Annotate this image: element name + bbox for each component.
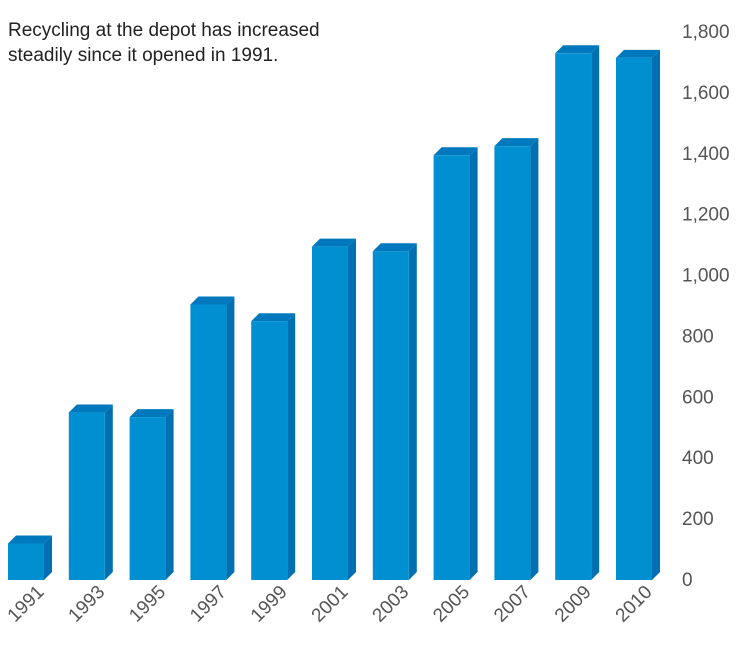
bar-side-2005 — [469, 147, 478, 581]
bar-1991 — [8, 535, 52, 580]
x-tick-label-2009: 2009 — [551, 582, 596, 627]
y-tick-label-1800: 1,800 — [682, 22, 730, 43]
bar-1997 — [190, 296, 235, 580]
bar-top-2001 — [312, 238, 356, 247]
bar-top-2007 — [494, 138, 539, 147]
bar-front-2009 — [555, 53, 592, 581]
bar-1999 — [251, 313, 296, 580]
bar-2009 — [555, 45, 600, 581]
x-tick-label-2010: 2010 — [612, 582, 657, 627]
bar-side-1997 — [226, 296, 235, 580]
bar-side-1995 — [165, 409, 174, 580]
bar-2007 — [494, 138, 539, 580]
bar-front-1997 — [190, 304, 227, 580]
bar-side-1993 — [104, 404, 113, 580]
bar-side-2010 — [652, 49, 660, 580]
y-axis-ticks: 0 200 400 600 800 1,000 1,200 1,400 1,600 1,800 — [682, 22, 730, 591]
x-tick-label-1997: 1997 — [186, 582, 231, 627]
bar-top-2003 — [372, 243, 417, 252]
x-tick-label-2003: 2003 — [369, 582, 414, 627]
x-tick-label-1993: 1993 — [65, 582, 110, 627]
x-tick-label-1999: 1999 — [247, 582, 292, 627]
bar-top-1997 — [190, 296, 235, 305]
bar-side-1991 — [44, 535, 52, 580]
bar-2003 — [372, 243, 417, 580]
x-tick-label-2007: 2007 — [490, 582, 535, 627]
bar-front-1993 — [68, 412, 105, 580]
x-tick-label-1995: 1995 — [125, 582, 170, 627]
y-tick-label-200: 200 — [682, 509, 714, 530]
chart-annotation: Recycling at the depot has increased ste… — [8, 18, 428, 68]
bar-front-1999 — [251, 321, 288, 580]
y-tick-label-1000: 1,000 — [682, 266, 730, 287]
annotation-line-1: Recycling at the depot has increased — [8, 20, 320, 41]
bar-front-1991 — [8, 543, 44, 580]
bar-side-2009 — [591, 45, 600, 581]
bar-top-1995 — [129, 409, 174, 418]
y-tick-label-400: 400 — [682, 448, 714, 469]
bar-front-2007 — [494, 146, 531, 580]
bar-front-2010 — [616, 57, 652, 580]
bar-front-1995 — [129, 417, 166, 580]
y-tick-label-600: 600 — [682, 387, 714, 408]
bar-top-2009 — [555, 45, 600, 54]
bar-front-2003 — [372, 251, 409, 580]
bar-1993 — [68, 404, 113, 580]
bar-1995 — [129, 409, 174, 580]
bar-front-2005 — [433, 155, 470, 581]
bar-top-1993 — [68, 404, 113, 413]
bar-2005 — [433, 147, 478, 581]
y-tick-label-1600: 1,600 — [682, 83, 730, 104]
bar-2001 — [312, 238, 356, 580]
y-tick-label-800: 800 — [682, 326, 714, 347]
annotation-line-2: steadily since it opened in 1991. — [8, 45, 279, 66]
bars-layer — [8, 45, 660, 581]
bar-top-2010 — [616, 49, 660, 58]
y-tick-label-1200: 1,200 — [682, 205, 730, 226]
bar-2010 — [616, 49, 660, 580]
x-tick-label-2005: 2005 — [429, 582, 474, 627]
y-tick-label-1400: 1,400 — [682, 144, 730, 165]
bar-side-2001 — [348, 238, 356, 580]
x-tick-label-2001: 2001 — [308, 582, 353, 627]
bar-top-2005 — [433, 147, 478, 156]
bar-side-2003 — [408, 243, 417, 580]
bar-side-1999 — [287, 313, 296, 580]
bar-side-2007 — [530, 138, 539, 580]
y-tick-label-0: 0 — [682, 570, 693, 591]
bar-top-1991 — [8, 535, 52, 544]
x-axis-ticks: 1991 1993 1995 1997 1999 2001 2003 2005 2007 2009… — [4, 582, 657, 627]
bar-top-1999 — [251, 313, 296, 322]
bar-front-2001 — [312, 246, 348, 580]
x-tick-label-1991: 1991 — [4, 582, 49, 627]
